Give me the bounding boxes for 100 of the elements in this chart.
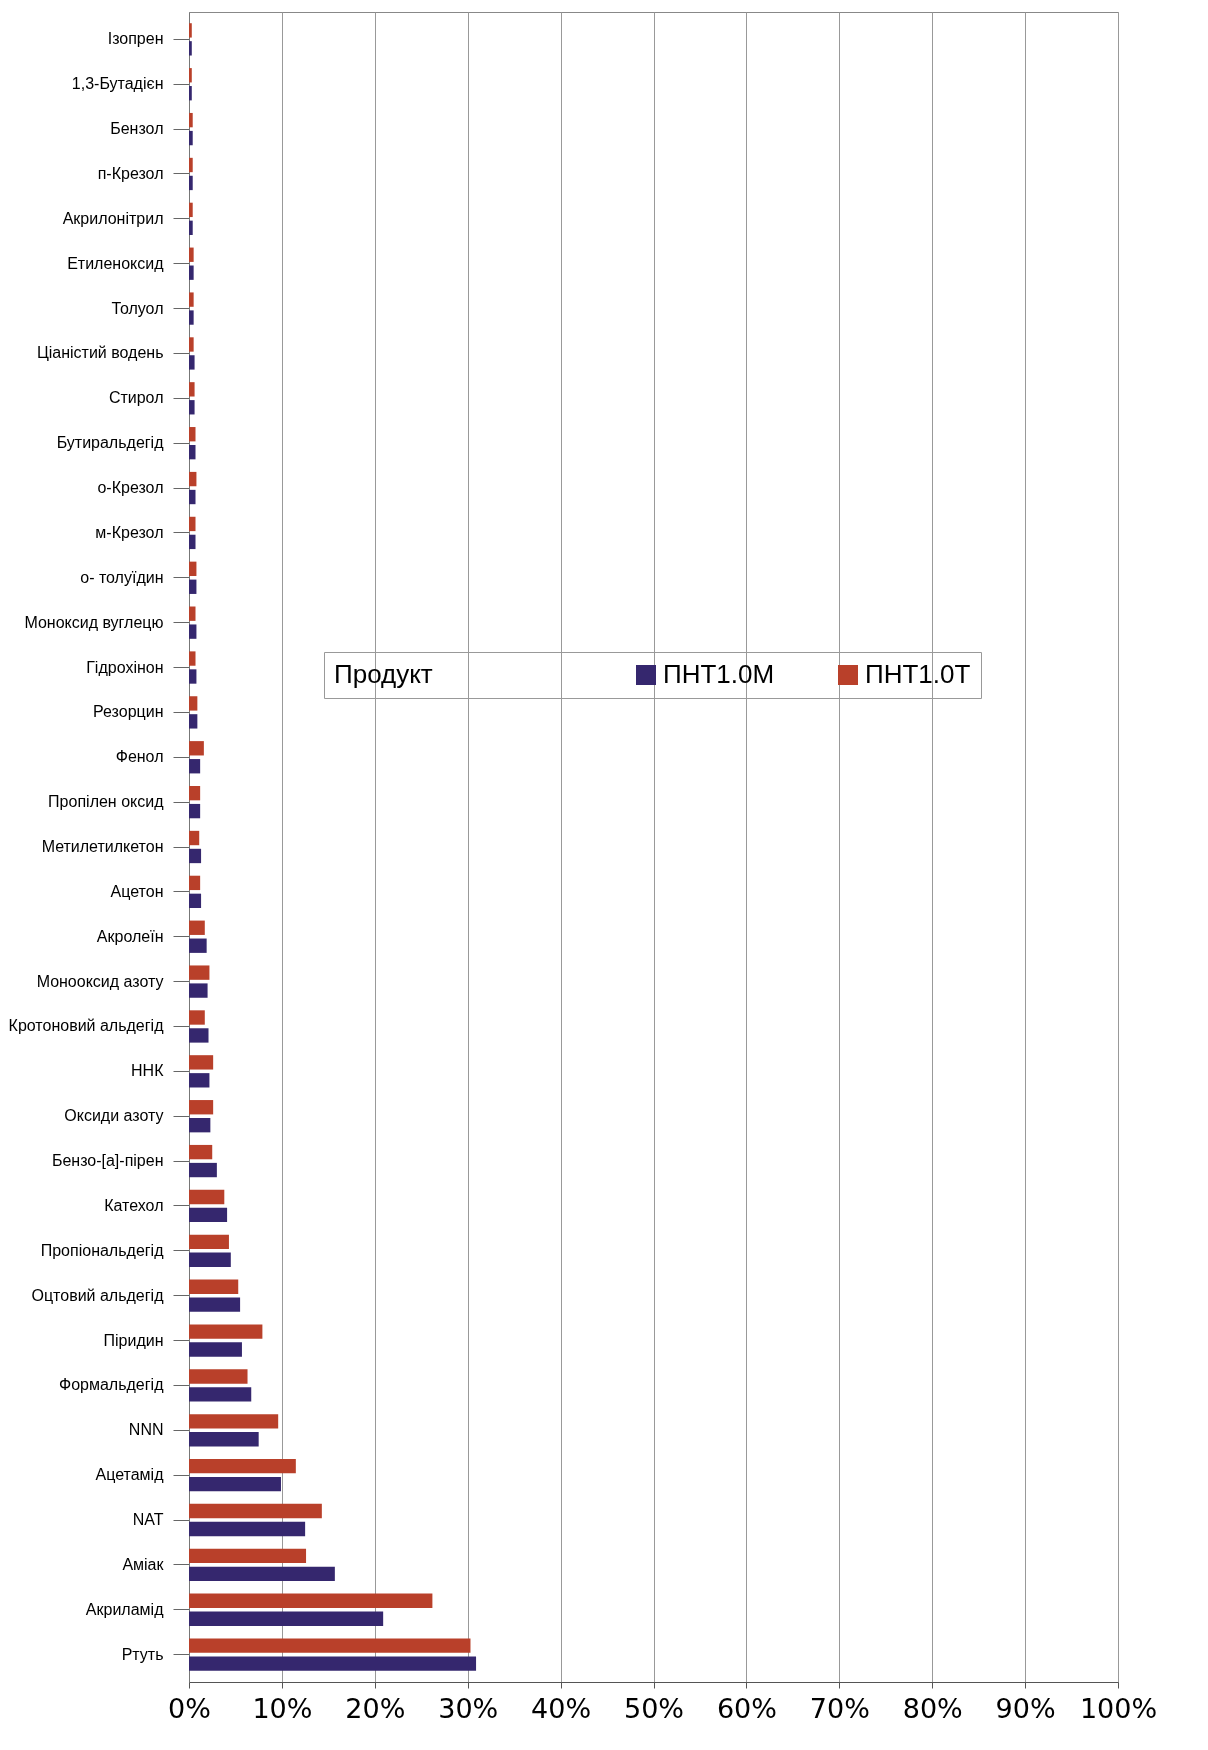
- bar: [189, 1548, 307, 1564]
- y-tick-label: Аміак: [122, 1555, 165, 1573]
- x-tick-label: 50%: [623, 1692, 685, 1724]
- bar: [189, 1656, 477, 1671]
- y-tick-label: Бутиральдегід: [56, 434, 165, 452]
- x-tick-label: 80%: [902, 1692, 963, 1724]
- bar: [189, 1189, 225, 1205]
- y-tick-label: Оцтовий альдегід: [31, 1286, 165, 1304]
- x-tick-label: 90%: [995, 1692, 1056, 1724]
- y-tick-label: Стирол: [108, 389, 164, 407]
- bar: [189, 41, 192, 56]
- bar: [189, 875, 201, 891]
- bar: [189, 651, 196, 666]
- bar: [189, 830, 200, 846]
- y-tick-label: Бензо-[a]-пірен: [51, 1152, 164, 1170]
- bar: [189, 1073, 210, 1088]
- bar: [189, 1010, 205, 1025]
- y-tick-label: Ртуть: [121, 1645, 164, 1663]
- bar: [189, 23, 192, 38]
- y-tick-label: Оксиди азоту: [64, 1107, 164, 1125]
- bar: [189, 337, 194, 352]
- bar: [189, 1566, 335, 1582]
- y-tick-label: Гідрохінон: [86, 658, 164, 676]
- bar: [189, 1342, 242, 1357]
- y-tick-label: Акролеїн: [96, 927, 164, 945]
- bar: [189, 400, 195, 415]
- bar: [189, 624, 197, 639]
- bar: [189, 803, 201, 819]
- y-tick-label: Толуол: [111, 299, 164, 317]
- y-tick-label: Ізопрен: [107, 30, 164, 48]
- y-tick-label: Ацетамід: [95, 1466, 165, 1484]
- bar: [189, 759, 201, 774]
- y-tick-label: NAT: [132, 1511, 164, 1529]
- y-tick-label: Монооксид азоту: [36, 972, 164, 990]
- bar: [189, 1234, 229, 1250]
- x-tick-label: 70%: [809, 1692, 870, 1724]
- y-tick-label: Етиленоксид: [67, 254, 165, 272]
- bar: [189, 1459, 296, 1474]
- x-tick-label: 40%: [531, 1692, 592, 1724]
- bar: [189, 247, 194, 262]
- y-tick-label: м-Крезол: [95, 523, 164, 541]
- bar: [189, 382, 195, 397]
- bar: [189, 938, 207, 953]
- bar: [189, 220, 193, 235]
- y-tick-label: Резорцин: [93, 703, 164, 721]
- bar: [189, 1297, 241, 1312]
- bar: [189, 1100, 214, 1115]
- bar: [189, 1638, 471, 1653]
- bar: [189, 1503, 322, 1519]
- bar: [189, 579, 197, 594]
- bar: [189, 893, 202, 909]
- bar: [189, 714, 198, 729]
- bar: [189, 355, 195, 370]
- bar: [189, 175, 193, 191]
- y-tick-label: Ацетон: [110, 882, 164, 900]
- y-tick-label: о-Крезол: [97, 479, 164, 497]
- bar: [189, 489, 196, 505]
- bar: [189, 1207, 228, 1223]
- bar: [189, 1028, 209, 1043]
- bar: [189, 965, 210, 980]
- x-tick-label: 100%: [1079, 1692, 1158, 1724]
- y-tick-label: п-Крезол: [97, 164, 164, 182]
- bar: [189, 1144, 213, 1160]
- bar: [189, 1369, 248, 1384]
- y-tick-label: Акриламід: [85, 1600, 165, 1618]
- bar: [189, 669, 197, 684]
- bar: [189, 1414, 279, 1429]
- y-tick-label: Кротоновий альдегід: [8, 1017, 165, 1035]
- bar: [189, 427, 196, 442]
- bar: [189, 444, 196, 460]
- bar: [189, 265, 194, 280]
- y-tick-label: Бензол: [110, 120, 164, 138]
- bar: [189, 1476, 281, 1492]
- y-tick-label: Пропіональдегід: [40, 1241, 165, 1259]
- bar: [189, 157, 193, 173]
- bar: [189, 1593, 433, 1608]
- bar: [189, 1324, 263, 1339]
- y-tick-label: Фенол: [115, 748, 164, 766]
- legend-title: Продукт: [334, 659, 433, 689]
- y-tick-label: ННК: [131, 1062, 165, 1080]
- bar: [189, 1279, 239, 1294]
- legend-label: ПНТ1.0М: [663, 659, 775, 689]
- y-tick-label: NNN: [128, 1421, 164, 1439]
- bar: [189, 696, 198, 711]
- bar: [189, 606, 196, 621]
- bar: [189, 112, 193, 128]
- bar: [189, 848, 202, 864]
- bar: [189, 1162, 217, 1178]
- bar: [189, 202, 193, 218]
- y-tick-label: 1,3-Бутадієн: [71, 75, 164, 93]
- bar: [189, 1387, 252, 1402]
- y-tick-label: Ціаністий водень: [36, 344, 164, 362]
- bar: [189, 785, 201, 801]
- bar: [189, 1252, 231, 1267]
- bar: [189, 471, 197, 487]
- x-tick-label: 0%: [168, 1692, 211, 1724]
- bar: [189, 516, 196, 532]
- bar: [189, 534, 196, 550]
- y-tick-label: Акрилонітрил: [62, 209, 164, 227]
- legend-label: ПНТ1.0Т: [865, 659, 971, 689]
